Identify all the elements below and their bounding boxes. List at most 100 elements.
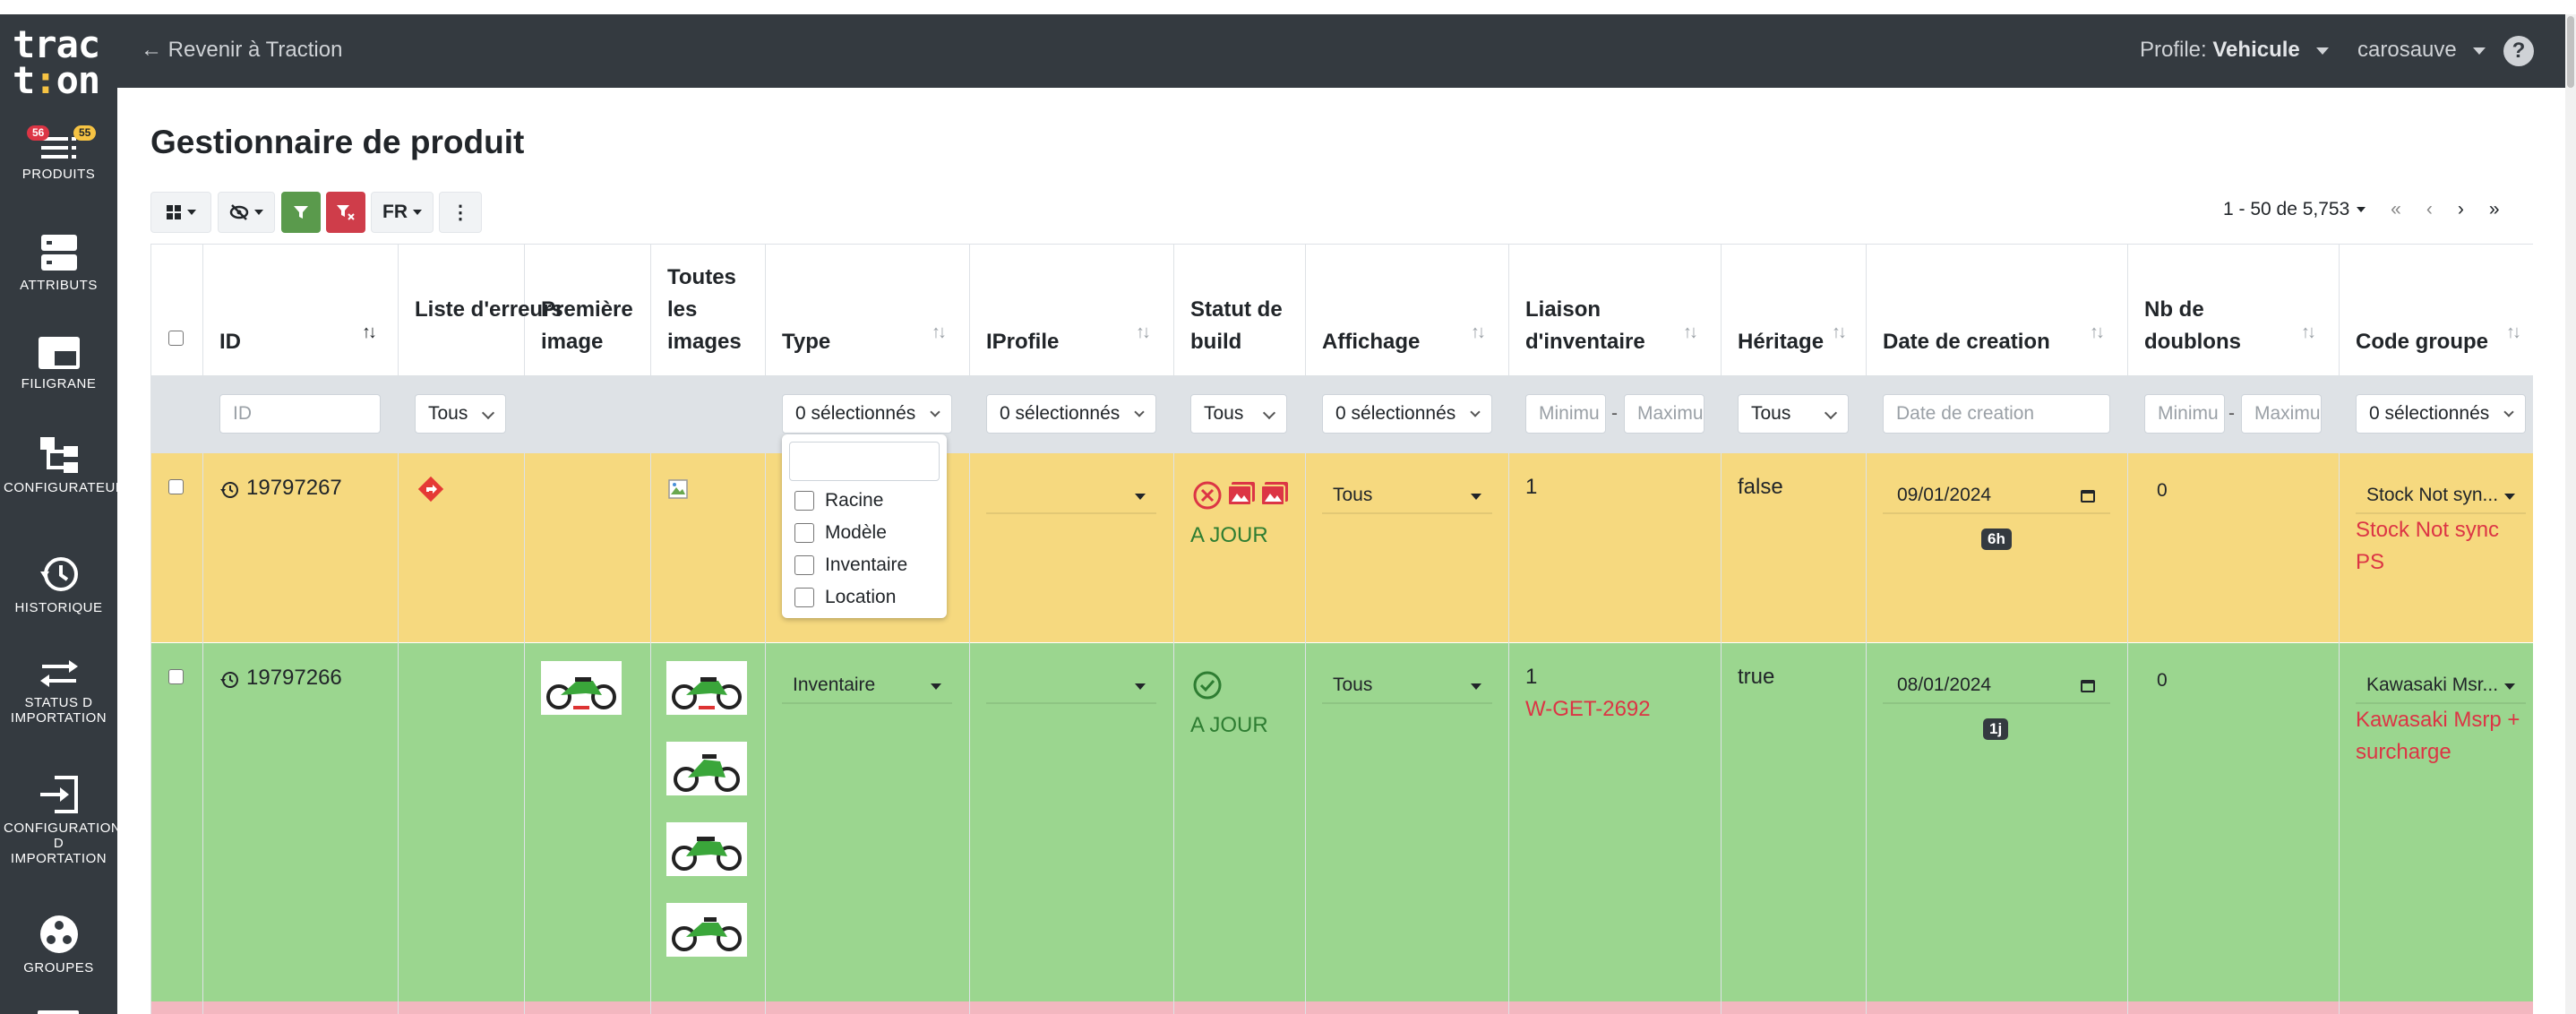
iprofile-select[interactable] — [986, 478, 1156, 514]
sort-icon[interactable]: ↑↓ — [2090, 322, 2105, 342]
sidebar-item-filigrane[interactable]: FILIGRANE — [0, 335, 117, 391]
date-input[interactable]: 08/01/2024 — [1883, 668, 2110, 704]
sort-icon[interactable]: ↑↓ — [1683, 322, 1698, 342]
column-header-build-status[interactable]: Statut de build — [1190, 297, 1283, 354]
calendar-icon[interactable] — [2080, 487, 2096, 503]
type-option-racine[interactable]: Racine — [794, 490, 883, 511]
option-checkbox[interactable] — [794, 555, 814, 575]
more-options-button[interactable]: ⋮ — [439, 192, 482, 233]
select-all-checkbox[interactable] — [168, 331, 184, 346]
iprofile-filter-select[interactable]: 0 sélectionnés — [986, 394, 1156, 434]
affichage-select[interactable]: Tous — [1322, 478, 1492, 514]
inventory-link[interactable]: W-GET-2692 — [1525, 697, 1651, 721]
sort-icon[interactable]: ↑↓ — [1136, 322, 1151, 342]
motorcycle-thumbnail[interactable] — [666, 661, 747, 715]
sort-icon[interactable]: ↑↓ — [932, 322, 947, 342]
type-filter-search-input[interactable] — [789, 442, 940, 481]
date-filter-input[interactable]: Date de creation — [1883, 394, 2110, 434]
id-filter-input[interactable]: ID — [219, 394, 381, 434]
row-checkbox[interactable] — [168, 669, 184, 684]
error-diamond-icon[interactable] — [416, 475, 445, 503]
motorcycle-thumbnail[interactable] — [666, 822, 747, 876]
sidebar-item-historique[interactable]: HISTORIQUE — [0, 554, 117, 615]
help-icon[interactable]: ? — [2503, 36, 2534, 66]
sidebar-item-produits[interactable]: 56 55 PRODUITS — [0, 125, 117, 182]
row-id[interactable]: 19797266 — [246, 666, 342, 690]
option-checkbox[interactable] — [794, 491, 814, 511]
page-range-dropdown[interactable]: 1 - 50 de 5,753 — [2223, 199, 2366, 220]
row-id[interactable]: 19797267 — [246, 476, 342, 500]
check-circle-icon[interactable] — [1192, 670, 1223, 700]
column-header-type[interactable]: Type — [782, 330, 831, 354]
history-icon[interactable] — [219, 670, 239, 690]
option-checkbox[interactable] — [794, 523, 814, 543]
column-header-iprofile[interactable]: IProfile — [986, 330, 1060, 354]
images-icon[interactable] — [1259, 480, 1290, 507]
sidebar-item-configuration-importation[interactable]: CONFIGURATION D IMPORTATION — [0, 774, 121, 866]
column-header-errors[interactable]: Liste d'erreurs — [415, 297, 563, 322]
column-header-all-images[interactable]: Toutes les images — [667, 265, 742, 354]
motorcycle-thumbnail[interactable] — [666, 903, 747, 957]
liaison-max-input[interactable]: Maximu — [1624, 394, 1704, 434]
profile-dropdown[interactable]: Profile: Vehicule — [2140, 38, 2330, 63]
code-groupe-select[interactable]: Stock Not syn... — [2356, 478, 2526, 514]
type-option-modele[interactable]: Modèle — [794, 522, 887, 544]
table-row[interactable] — [150, 1001, 2533, 1014]
sort-desc-icon[interactable]: ↑↓ — [362, 322, 377, 342]
next-page-button[interactable]: › — [2457, 199, 2464, 219]
sort-icon[interactable]: ↑↓ — [2301, 322, 2316, 342]
sidebar-item-status-importation[interactable]: STATUS D IMPORTATION — [0, 657, 117, 726]
heritage-filter-select[interactable]: Tous — [1738, 394, 1849, 434]
date-input[interactable]: 09/01/2024 — [1883, 478, 2110, 514]
user-dropdown[interactable]: carosauve — [2357, 38, 2486, 63]
hide-columns-button[interactable] — [218, 192, 275, 233]
previous-page-button[interactable]: ‹ — [2426, 199, 2433, 219]
code-groupe-filter-select[interactable]: 0 sélectionnés — [2356, 394, 2526, 434]
language-dropdown[interactable]: FR — [371, 192, 434, 233]
apply-filter-button[interactable] — [281, 192, 321, 233]
doublons-max-input[interactable]: Maximu — [2241, 394, 2322, 434]
column-header-affichage[interactable]: Affichage — [1322, 330, 1421, 354]
clear-filter-button[interactable] — [326, 192, 365, 233]
motorcycle-thumbnail[interactable] — [541, 661, 622, 715]
build-filter-select[interactable]: Tous — [1190, 394, 1287, 434]
images-icon[interactable] — [1226, 480, 1257, 507]
sidebar-item-attributs[interactable]: ATTRIBUTS — [0, 233, 117, 293]
calendar-icon[interactable] — [2080, 677, 2096, 693]
row-checkbox[interactable] — [168, 479, 184, 494]
affichage-filter-select[interactable]: 0 sélectionnés — [1322, 394, 1492, 434]
doublons-min-input[interactable]: Minimu — [2144, 394, 2225, 434]
history-icon[interactable] — [219, 480, 239, 500]
type-select[interactable]: Inventaire — [782, 668, 952, 704]
type-option-location[interactable]: Location — [794, 587, 896, 608]
iprofile-select[interactable] — [986, 668, 1156, 704]
last-page-button[interactable]: » — [2488, 199, 2500, 219]
error-circle-icon[interactable] — [1192, 480, 1223, 511]
column-header-code-groupe[interactable]: Code groupe — [2356, 330, 2488, 354]
scrollbar-thumb[interactable] — [2567, 16, 2574, 88]
column-header-id[interactable]: ID — [219, 330, 241, 354]
sort-icon[interactable]: ↑↓ — [2506, 322, 2521, 342]
liaison-min-input[interactable]: Minimu — [1525, 394, 1606, 434]
view-mode-button[interactable] — [150, 192, 211, 233]
type-option-inventaire[interactable]: Inventaire — [794, 554, 907, 576]
page-scrollbar[interactable] — [2565, 14, 2576, 1014]
sort-icon[interactable]: ↑↓ — [1471, 322, 1486, 342]
column-header-heritage[interactable]: Héritage — [1738, 330, 1825, 354]
column-header-liaison[interactable]: Liaison d'inventaire — [1525, 297, 1645, 354]
first-page-button[interactable]: « — [2391, 199, 2401, 219]
column-header-doublons[interactable]: Nb de doublons — [2144, 297, 2241, 354]
motorcycle-thumbnail[interactable] — [666, 742, 747, 795]
sidebar-item-configurateur[interactable]: CONFIGURATEUR — [0, 435, 125, 495]
table-row[interactable] — [150, 453, 2533, 643]
sort-icon[interactable]: ↑↓ — [1832, 322, 1847, 342]
column-header-date[interactable]: Date de creation — [1883, 330, 2050, 354]
affichage-select[interactable]: Tous — [1322, 668, 1492, 704]
back-to-traction-link[interactable]: ← Revenir à Traction — [141, 38, 343, 62]
traction-logo[interactable]: trac t:on — [13, 22, 100, 102]
column-header-first-image[interactable]: Première image — [541, 297, 633, 354]
option-checkbox[interactable] — [794, 588, 814, 607]
sidebar-item-groupes[interactable]: GROUPES — [0, 914, 117, 975]
code-groupe-select[interactable]: Kawasaki Msr... — [2356, 668, 2526, 704]
errors-filter-select[interactable]: Tous — [415, 394, 506, 434]
